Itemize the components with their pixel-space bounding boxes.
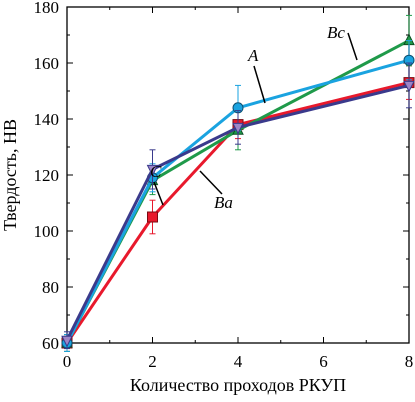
y-tick-label: 60: [42, 334, 59, 353]
annotation-line-Bc: [347, 32, 358, 61]
y-tick-label: 160: [34, 54, 60, 73]
x-tick-label: 2: [148, 352, 157, 371]
annotations-layer: Ba Bc A C: [150, 23, 358, 212]
y-tick-label: 140: [34, 110, 60, 129]
annotation-line-Ba: [199, 170, 223, 195]
annotation-line-A: [253, 65, 266, 104]
series-line: [65, 83, 410, 341]
plot-border: [66, 6, 410, 344]
data-point: [61, 335, 73, 348]
x-tick-label: 4: [234, 352, 243, 371]
x-tick-label: 0: [63, 352, 72, 371]
x-tick-label: 8: [405, 352, 414, 371]
annotation-label-Bc: Bc: [327, 23, 345, 42]
annotation-label-Ba: Ba: [214, 193, 233, 212]
y-tick-label: 80: [42, 278, 59, 297]
series-line: [65, 81, 410, 344]
series-C: [61, 62, 415, 350]
x-axis-title: Количество проходов РКУП: [130, 375, 346, 395]
y-tick-label: 120: [34, 166, 60, 185]
y-tick-label: 180: [34, 0, 60, 17]
x-tick-label: 6: [319, 352, 328, 371]
annotation-line-C: [153, 181, 164, 206]
series-layer: [61, 14, 415, 352]
series-A: [61, 40, 415, 352]
plot-area: [66, 6, 410, 344]
annotation-label-C: C: [150, 162, 162, 181]
y-tick-label: 100: [34, 222, 60, 241]
y-axis-title: Твердость, НВ: [0, 119, 20, 231]
axis-ticks: 0 2 4 6 8 60 80 100 120 140 160 180: [34, 0, 414, 371]
annotation-label-A: A: [247, 46, 259, 65]
data-point: [232, 122, 244, 135]
data-point: [147, 211, 158, 223]
data-point: [403, 80, 415, 93]
series-Bc: [61, 14, 415, 352]
data-point: [146, 164, 159, 177]
series-line: [65, 58, 410, 344]
